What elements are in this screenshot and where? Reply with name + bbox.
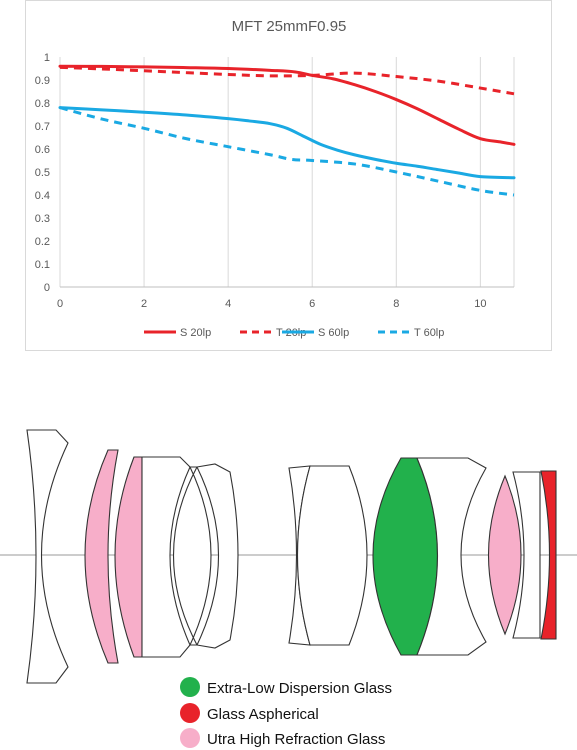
y-tick-label: 0.8 xyxy=(35,98,50,110)
series-line-s-60lp xyxy=(58,106,516,180)
x-tick-label: 2 xyxy=(141,298,147,310)
legend-item-uhr-glass: Utra High Refraction Glass xyxy=(180,728,385,748)
y-tick-label: 0.4 xyxy=(35,190,50,202)
legend-label-s-20lp: S 20lp xyxy=(180,327,211,339)
x-tick-label: 8 xyxy=(393,298,399,310)
x-tick-label: 10 xyxy=(474,298,486,310)
mtf-chart-panel: MFT 25mmF0.95 0 2 4 6 8 10 0 0.1 0.2 0.3 0.4 0.5 0.6 0… xyxy=(25,0,552,351)
ed-glass-swatch xyxy=(180,677,200,697)
x-tick-label: 6 xyxy=(309,298,315,310)
lens-element-6 xyxy=(196,463,239,649)
series-line-t-60lp xyxy=(59,106,515,197)
legend-label-s-60lp: S 60lp xyxy=(318,327,349,339)
y-tick-label: 0.1 xyxy=(35,259,50,271)
series-line-s-20lp xyxy=(58,64,516,146)
legend-item-aspherical: Glass Aspherical xyxy=(180,703,319,723)
x-tick-label: 0 xyxy=(57,298,63,310)
aspherical-label: Glass Aspherical xyxy=(207,706,319,723)
y-tick-label: 0 xyxy=(44,282,50,294)
lens-element-8 xyxy=(296,465,368,646)
ed-glass-label: Extra-Low Dispersion Glass xyxy=(207,680,392,697)
lens-element-1 xyxy=(26,429,69,684)
lens-element-11-ultra-high-refraction xyxy=(488,474,522,636)
lens-element-13-glass-aspherical xyxy=(540,470,557,640)
aspherical-swatch xyxy=(180,703,200,723)
lens-element-10 xyxy=(416,457,487,656)
y-tick-label: 1 xyxy=(44,52,50,64)
uhr-glass-label: Utra High Refraction Glass xyxy=(207,731,385,748)
y-tick-label: 0.7 xyxy=(35,121,50,133)
chart-title: MFT 25mmF0.95 xyxy=(232,18,347,35)
y-tick-label: 0.2 xyxy=(35,236,50,248)
x-tick-label: 4 xyxy=(225,298,231,310)
lens-element-12 xyxy=(512,471,541,639)
y-tick-label: 0.3 xyxy=(35,213,50,225)
lens-element-3-ultra-high-refraction xyxy=(114,456,143,658)
legend-item-ed-glass: Extra-Low Dispersion Glass xyxy=(180,677,392,697)
lens-legend: Extra-Low Dispersion Glass Glass Aspheri… xyxy=(180,677,392,748)
y-tick-label: 0.9 xyxy=(35,75,50,87)
y-tick-label: 0.6 xyxy=(35,144,50,156)
mtf-chart: MFT 25mmF0.95 0 2 4 6 8 10 0 0.1 0.2 0.3 0.4 0.5 0.6 0… xyxy=(35,18,516,339)
series-line-t-20lp xyxy=(59,65,515,96)
uhr-glass-swatch xyxy=(180,728,200,748)
lens-element-2-ultra-high-refraction xyxy=(84,449,119,664)
legend-label-t-60lp: T 60lp xyxy=(414,327,444,339)
y-tick-label: 0.5 xyxy=(35,167,50,179)
